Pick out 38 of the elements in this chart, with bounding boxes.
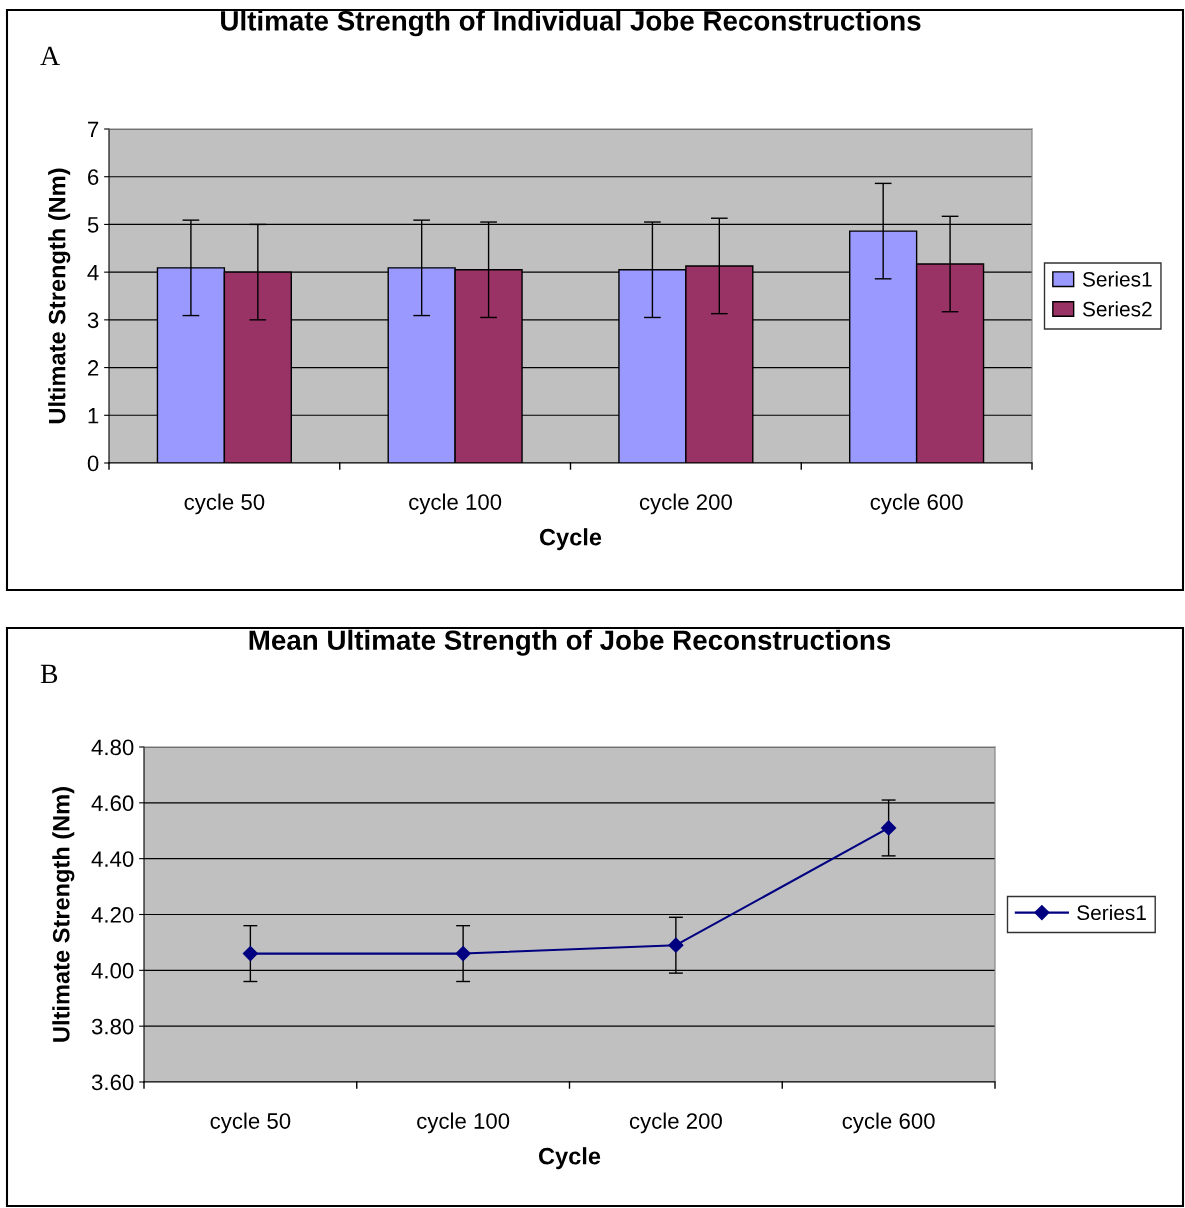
- y-tick-label: 0: [87, 455, 99, 472]
- legend-label: Series2: [1082, 301, 1152, 317]
- y-tick-label: 4: [87, 264, 99, 281]
- y-tick-label: 7: [88, 121, 99, 138]
- legend-label: Series1: [1077, 904, 1146, 921]
- text: A: [40, 46, 60, 65]
- y-tick-label: 1: [88, 408, 99, 424]
- y-tick-label: 5: [87, 217, 99, 233]
- x-tick-label: cycle 50: [210, 1112, 291, 1134]
- y-tick-label: 4.60: [91, 795, 134, 812]
- y-tick-label: 3: [87, 312, 99, 329]
- x-tick-label: cycle 200: [639, 493, 732, 515]
- y-axis-title: Ultimate Strength (Nm): [52, 787, 75, 1042]
- x-tick-label: cycle 50: [184, 493, 265, 515]
- point: [881, 820, 897, 836]
- x-axis-title: Cycle: [538, 1147, 601, 1170]
- x-axis-title: Cycle: [539, 528, 602, 551]
- point: [455, 946, 471, 962]
- y-tick-label: 4.80: [91, 739, 134, 756]
- y-tick-label: 3.60: [91, 1074, 134, 1091]
- x-tick-label: cycle 600: [870, 493, 963, 515]
- x-tick-label: cycle 200: [629, 1112, 722, 1134]
- chart-title: Mean Ultimate Strength of Jobe Reconstructions: [249, 629, 891, 656]
- y-tick-label: 6: [88, 169, 99, 185]
- x-tick-label: cycle 100: [409, 493, 502, 515]
- legend-label: Series1: [1082, 271, 1152, 287]
- x-tick-label: cycle 100: [417, 1112, 510, 1134]
- point: [668, 937, 684, 953]
- chart-title: Ultimate Strength of Individual Jobe Reconstructions: [221, 10, 921, 37]
- text: B: [40, 664, 58, 684]
- y-tick-label: 4.00: [91, 962, 134, 979]
- y-tick-label: 2: [88, 360, 99, 376]
- x-tick-label: cycle 600: [842, 1112, 935, 1134]
- y-tick-label: 4.20: [91, 907, 134, 923]
- y-axis-title: Ultimate Strength (Nm): [48, 168, 71, 424]
- y-tick-label: 3.80: [91, 1018, 134, 1035]
- point: [242, 946, 258, 962]
- y-tick-label: 4.40: [91, 851, 134, 867]
